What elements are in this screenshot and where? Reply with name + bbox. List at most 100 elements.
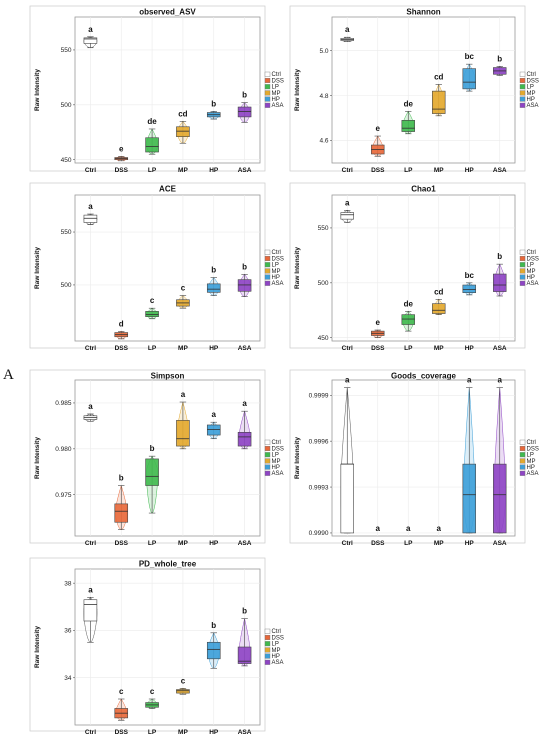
legend-swatch-dss <box>264 77 271 83</box>
box-asa <box>493 463 507 534</box>
x-tick-label-lp: LP <box>404 345 413 352</box>
legend-swatch-dss <box>519 256 526 262</box>
legend-swatch-mp <box>264 90 271 96</box>
box-lp <box>401 314 415 325</box>
legend-entry-mp: MP <box>272 269 281 275</box>
x-tick-label-asa: ASA <box>238 345 252 352</box>
significance-letter-hp: b <box>211 99 216 108</box>
box-hp <box>206 283 221 293</box>
significance-letter-dss: c <box>119 687 124 696</box>
legend-entry-lp: LP <box>527 263 534 269</box>
panel-title: Chao1 <box>411 185 436 194</box>
x-tick-label-mp: MP <box>178 167 188 174</box>
legend-swatch-asa <box>264 659 271 665</box>
legend-swatch-ctrl <box>519 439 526 445</box>
box-asa <box>237 106 252 118</box>
significance-letter-hp: a <box>467 376 472 385</box>
y-axis-label: Raw Intensity <box>294 437 301 479</box>
legend-entry-dss: DSS <box>272 446 284 452</box>
legend-swatch-hp <box>519 464 526 470</box>
box-mp <box>176 420 190 447</box>
legend-entry-mp: MP <box>527 459 536 465</box>
y-axis-label: Raw Intensity <box>294 69 301 111</box>
x-tick-label-hp: HP <box>209 345 219 352</box>
legend-entry-ctrl: Ctrl <box>527 72 536 78</box>
plot-area <box>74 379 261 537</box>
significance-letter-lp: de <box>404 99 414 108</box>
legend-swatch-mp <box>519 90 526 96</box>
x-tick-label-lp: LP <box>148 345 157 352</box>
legend-entry-hp: HP <box>272 654 280 660</box>
legend-swatch-lp <box>519 452 526 458</box>
legend-entry-lp: LP <box>527 453 534 459</box>
legend-swatch-lp <box>264 452 271 458</box>
box-lp <box>145 458 159 486</box>
box-hp <box>462 463 476 534</box>
legend-entry-ctrl: Ctrl <box>272 72 281 78</box>
x-tick-label-lp: LP <box>404 167 413 174</box>
significance-letter-lp: a <box>406 524 411 533</box>
box-ctrl <box>340 463 354 534</box>
legend-swatch-hp <box>264 274 271 280</box>
legend-entry-dss: DSS <box>272 635 284 641</box>
legend-swatch-dss <box>519 446 526 452</box>
significance-letter-hp: bc <box>465 52 475 61</box>
box-ctrl <box>83 37 98 44</box>
legend-entry-lp: LP <box>272 642 279 648</box>
x-tick-label-ctrl: Ctrl <box>342 540 353 547</box>
significance-letter-ctrl: a <box>345 198 350 207</box>
legend-swatch-asa <box>264 470 271 476</box>
significance-letter-asa: b <box>242 91 247 100</box>
y-tick-label: 0.9990 <box>309 530 329 537</box>
y-tick-label: 0.9999 <box>309 392 329 399</box>
x-tick-label-dss: DSS <box>371 167 385 174</box>
x-tick-label-asa: ASA <box>238 729 252 736</box>
plot-area <box>74 194 261 342</box>
x-tick-label-dss: DSS <box>115 345 129 352</box>
plot-area <box>74 568 261 726</box>
x-tick-label-lp: LP <box>148 167 157 174</box>
legend-entry-asa: ASA <box>272 471 284 477</box>
plot-area <box>74 16 261 164</box>
x-tick-label-mp: MP <box>178 540 188 547</box>
y-tick-label: 0.9996 <box>309 438 329 445</box>
significance-letter-lp: de <box>147 117 157 126</box>
figure-label: A <box>3 367 14 383</box>
box-mp <box>176 689 190 694</box>
y-tick-label: 500 <box>61 102 72 109</box>
legend-swatch-hp <box>519 274 526 280</box>
y-tick-label: 34 <box>64 675 72 682</box>
legend-swatch-ctrl <box>519 71 526 77</box>
x-tick-label-hp: HP <box>465 345 475 352</box>
x-tick-label-hp: HP <box>209 729 219 736</box>
box-ctrl <box>83 599 98 622</box>
box-mp <box>176 126 190 137</box>
panel-title: Simpson <box>151 372 185 381</box>
legend-entry-dss: DSS <box>527 446 539 452</box>
significance-letter-lp: b <box>150 444 155 453</box>
significance-letter-hp: b <box>211 621 216 630</box>
x-tick-label-asa: ASA <box>238 540 252 547</box>
legend-entry-asa: ASA <box>272 103 284 109</box>
legend-swatch-hp <box>264 653 271 659</box>
significance-letter-hp: a <box>212 410 217 419</box>
y-axis-label: Raw Intensity <box>34 247 41 289</box>
legend-entry-asa: ASA <box>272 281 284 287</box>
legend-swatch-hp <box>264 464 271 470</box>
significance-letter-lp: de <box>404 299 414 308</box>
legend-swatch-asa <box>519 102 526 108</box>
y-tick-label: 0.980 <box>55 446 72 453</box>
legend-entry-mp: MP <box>272 648 281 654</box>
panel-title: ACE <box>159 185 177 194</box>
legend-entry-dss: DSS <box>272 78 284 84</box>
legend-swatch-lp <box>264 84 271 90</box>
legend-entry-hp: HP <box>272 465 280 471</box>
box-lp <box>145 137 159 153</box>
box-ctrl <box>83 214 98 223</box>
x-tick-label-ctrl: Ctrl <box>85 167 96 174</box>
legend-entry-hp: HP <box>527 465 535 471</box>
y-tick-label: 500 <box>318 280 329 287</box>
